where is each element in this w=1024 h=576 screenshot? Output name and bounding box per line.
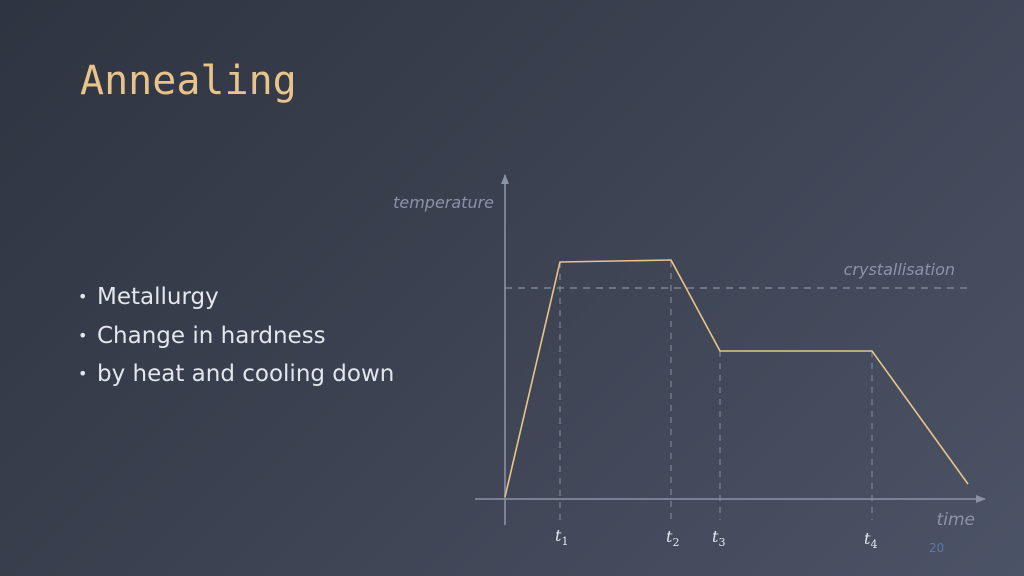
y-axis-label: temperature bbox=[393, 193, 494, 212]
t1-label: t1 bbox=[555, 526, 568, 548]
bullet-dot: • bbox=[78, 364, 88, 383]
t4-label: t4 bbox=[864, 529, 877, 551]
t1-subscript: 1 bbox=[561, 535, 568, 548]
bullet-dot: • bbox=[78, 287, 88, 306]
slide-title: Annealing bbox=[80, 58, 297, 104]
t2-label: t2 bbox=[666, 527, 679, 549]
bullet-text: Metallurgy bbox=[97, 284, 219, 310]
bullet-text: by heat and cooling down bbox=[97, 361, 395, 387]
t3-label: t3 bbox=[712, 527, 725, 549]
t4-subscript: 4 bbox=[870, 538, 877, 551]
t3-subscript: 3 bbox=[718, 536, 725, 549]
bullet-text: Change in hardness bbox=[97, 322, 326, 349]
bullet-list: • Metallurgy • Change in hardness • by heat… bbox=[78, 278, 394, 394]
x-axis-label: time bbox=[937, 510, 975, 530]
t1-base: t bbox=[555, 526, 562, 545]
t3-base: t bbox=[712, 527, 719, 546]
bullet-item: • by heat and cooling down bbox=[78, 355, 394, 394]
bullet-item: • Metallurgy bbox=[78, 278, 394, 317]
t2-subscript: 2 bbox=[672, 536, 679, 549]
bullet-item: • Change in hardness bbox=[78, 317, 394, 356]
bullet-dot: • bbox=[78, 325, 88, 345]
temperature-curve bbox=[504, 259, 969, 498]
t2-base: t bbox=[666, 527, 673, 546]
t4-base: t bbox=[864, 529, 871, 548]
crystallisation-label: crystallisation bbox=[844, 260, 955, 279]
page-number: 20 bbox=[929, 541, 945, 555]
